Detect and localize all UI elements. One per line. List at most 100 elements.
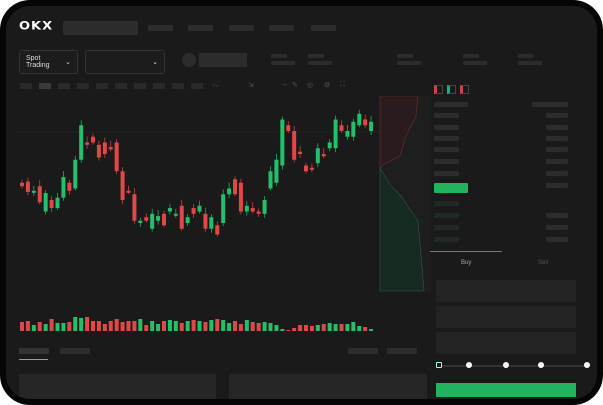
timeframe-button[interactable] (20, 83, 32, 89)
timeframe-button[interactable] (58, 83, 70, 89)
volume-bar (238, 324, 243, 331)
timeframe-button[interactable] (153, 83, 165, 89)
draw-icon[interactable]: ⇲ (248, 82, 254, 89)
volume-bar (345, 324, 350, 331)
nav-item[interactable] (188, 25, 213, 31)
slider-step[interactable] (538, 362, 544, 368)
ask-size (546, 171, 568, 176)
amount-slider[interactable] (436, 362, 590, 368)
filter-button[interactable] (348, 348, 378, 354)
candle-body (126, 190, 131, 193)
filter-button[interactable] (387, 348, 417, 354)
stat-value (308, 61, 332, 65)
volume-bar (91, 321, 95, 331)
total-input[interactable] (436, 332, 576, 354)
timeframe-button[interactable] (191, 83, 203, 89)
pair-selector[interactable]: ⌄ (85, 50, 165, 74)
volume-bar (256, 323, 261, 331)
market-selector[interactable]: Spot Trading ⌄ (19, 50, 78, 74)
volume-bar (191, 320, 196, 331)
volume-bar (96, 321, 101, 331)
stat-value (518, 61, 542, 65)
volume-bar (197, 321, 202, 331)
amount-input[interactable] (436, 306, 576, 328)
volume-bar (108, 321, 113, 331)
volume-bar (126, 321, 131, 331)
timeframe-button[interactable] (172, 83, 184, 89)
volume-bar (67, 322, 72, 331)
nav-item[interactable] (269, 25, 294, 31)
pencil-icon[interactable]: ✎ (292, 82, 298, 89)
volume-bar (162, 321, 166, 331)
candle-body (339, 125, 344, 131)
tab-open-orders[interactable] (19, 348, 49, 354)
tab-indicator (430, 251, 502, 252)
ask-price (434, 113, 459, 118)
timeframe-button[interactable] (134, 83, 146, 89)
ask-size (546, 159, 568, 164)
settings-icon[interactable]: ⚙ (324, 82, 331, 89)
candle-body (292, 131, 297, 160)
ask-price (434, 159, 459, 164)
nav-item[interactable] (229, 25, 254, 31)
volume-bar (85, 317, 90, 331)
ask-price (434, 147, 459, 152)
candle-body (108, 147, 113, 150)
tab-indicator (19, 359, 48, 360)
candle-body (120, 171, 125, 200)
volume-bar (250, 322, 255, 331)
candle-body (221, 194, 226, 223)
timeframe-button[interactable] (115, 83, 127, 89)
tab-buy[interactable]: Buy (461, 260, 472, 266)
camera-icon[interactable]: ◎ (307, 82, 314, 89)
volume-bar (262, 322, 267, 331)
slider-step[interactable] (466, 362, 472, 368)
order-tabs: Buy Sell (430, 251, 597, 271)
tab-sell[interactable]: Sell (538, 260, 549, 266)
volume-bar (185, 321, 190, 331)
nav-item[interactable] (311, 25, 336, 31)
stat-label (271, 54, 287, 58)
volume-bar (79, 318, 84, 331)
tab-order-history[interactable] (60, 348, 90, 354)
orderbook-view-toggles (434, 81, 473, 99)
slider-step[interactable] (584, 362, 590, 368)
book-asks-icon[interactable] (460, 85, 469, 94)
book-both-icon[interactable] (434, 85, 443, 94)
line-icon[interactable]: ∼ (282, 82, 288, 89)
coin-icon (182, 53, 196, 67)
candle-body (185, 217, 190, 223)
candlestick-chart[interactable] (6, 96, 430, 336)
search-bar[interactable] (63, 21, 138, 35)
candle-body (114, 142, 119, 172)
bid-price (434, 201, 459, 206)
book-bids-icon[interactable] (447, 85, 456, 94)
timeframe-button[interactable] (39, 83, 51, 89)
volume-bar (221, 320, 226, 331)
indicator-icon[interactable]: 〰 (212, 83, 219, 90)
volume-bar (55, 323, 60, 331)
slider-handle[interactable] (436, 362, 442, 368)
volume-bar (327, 323, 332, 331)
stat-label (308, 54, 324, 58)
buy-button[interactable] (436, 383, 576, 397)
volume-bar (150, 321, 155, 331)
volume-bar (20, 322, 24, 331)
slider-step[interactable] (503, 362, 509, 368)
price-input[interactable] (436, 280, 576, 302)
candle-body (357, 113, 362, 126)
volume-bar (49, 319, 54, 331)
bid-price (434, 225, 459, 230)
candle-body (363, 119, 368, 126)
timeframe-button[interactable] (77, 83, 89, 89)
volume-bar (363, 327, 368, 331)
volume-bar (215, 319, 220, 331)
ask-size (546, 136, 568, 141)
chevron-down-icon: ⌄ (152, 59, 158, 66)
volume-bar (156, 324, 161, 331)
fullscreen-icon[interactable]: ⛶ (340, 81, 345, 88)
nav-item[interactable] (148, 25, 173, 31)
timeframe-button[interactable] (96, 83, 108, 89)
candle-body (162, 213, 166, 226)
ask-price (434, 171, 459, 176)
